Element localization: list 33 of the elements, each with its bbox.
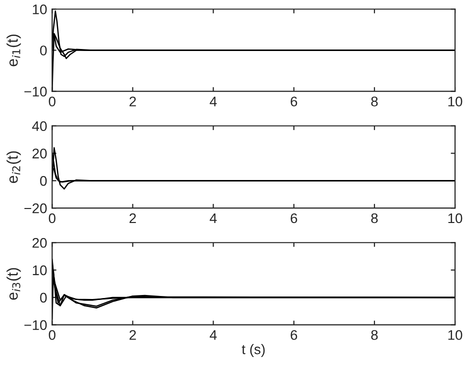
y-axis-title: e$_{i1}$(t) (6, 34, 21, 66)
x-tick-label: 8 (371, 213, 378, 224)
x-tick-label: 10 (448, 213, 462, 224)
x-tick-label: 0 (48, 213, 56, 224)
y-tick-label: 10 (32, 265, 47, 276)
y-tick-label: 40 (32, 121, 47, 132)
y-tick-label: −20 (24, 203, 47, 214)
y-tick-label: 10 (32, 4, 47, 14)
x-tick-label: 6 (290, 96, 298, 106)
y-tick-label: 0 (40, 176, 47, 186)
y-tick-label: −10 (24, 320, 47, 330)
x-tick-label: 10 (448, 330, 462, 340)
x-tick-label: 0 (48, 96, 56, 106)
y-tick-label: −10 (24, 86, 47, 97)
x-tick-label: 6 (290, 330, 298, 340)
y-axis-title: e$_{i3}$(t) (6, 268, 21, 300)
x-tick-label: 10 (448, 96, 462, 106)
x-axis-title: t (s) (242, 344, 265, 357)
y-tick-label: 0 (40, 46, 47, 56)
y-tick-label: 20 (32, 238, 47, 248)
x-tick-label: 0 (48, 330, 56, 340)
x-tick-label: 4 (210, 96, 217, 106)
y-axis-title: e$_{i2}$(t) (6, 151, 21, 183)
x-tick-label: 2 (130, 330, 136, 340)
x-tick-label: 6 (290, 213, 298, 224)
y-tick-label: 0 (40, 292, 47, 303)
x-tick-label: 2 (130, 213, 136, 224)
x-tick-label: 8 (371, 96, 378, 106)
x-tick-label: 4 (210, 213, 217, 224)
x-tick-label: 4 (210, 330, 217, 340)
x-tick-label: 8 (371, 330, 378, 340)
x-tick-label: 2 (130, 96, 136, 106)
y-tick-label: 20 (32, 148, 47, 158)
